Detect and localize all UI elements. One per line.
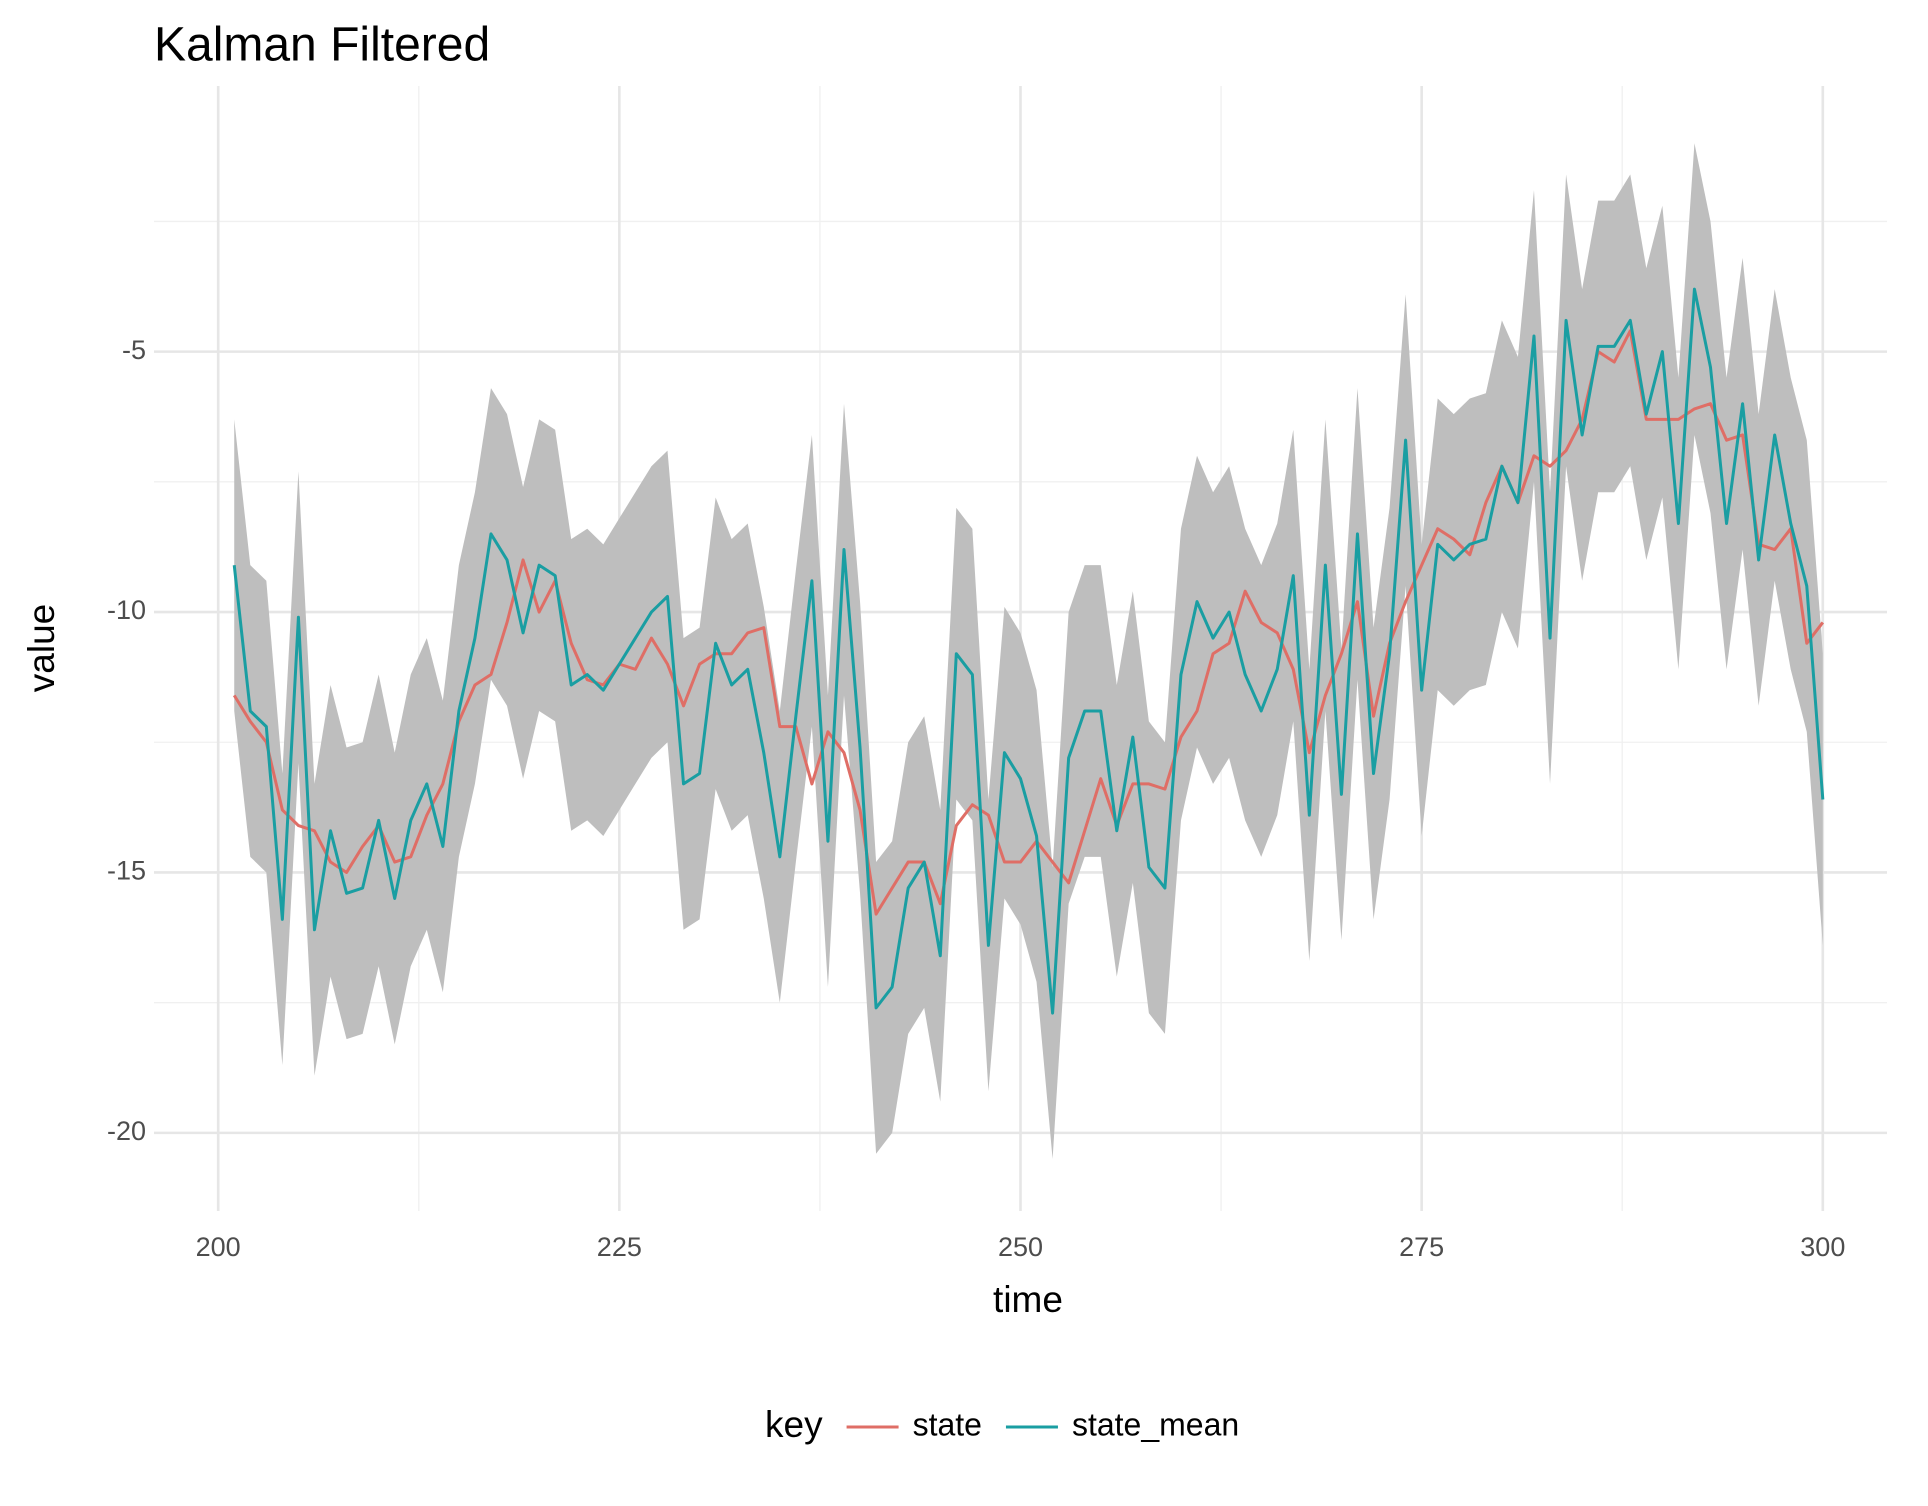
y-tick-label: -15 — [107, 856, 146, 886]
x-tick-label: 275 — [1399, 1232, 1444, 1262]
x-tick-label: 250 — [998, 1232, 1043, 1262]
y-tick-label: -5 — [122, 335, 146, 365]
legend-label: state — [913, 1406, 982, 1442]
y-axis-title: value — [21, 604, 62, 692]
y-tick-label: -10 — [107, 595, 146, 625]
x-tick-label: 225 — [597, 1232, 642, 1262]
x-tick-label: 200 — [196, 1232, 241, 1262]
legend-title: key — [765, 1404, 823, 1445]
chart-title: Kalman Filtered — [154, 19, 490, 72]
confidence-ribbon — [234, 143, 1823, 1159]
legend-label: state_mean — [1072, 1406, 1239, 1442]
y-tick-label: -20 — [107, 1116, 146, 1146]
x-axis-title: time — [993, 1279, 1063, 1320]
series-line — [232, 287, 1825, 1015]
x-tick-label: 300 — [1800, 1232, 1845, 1262]
